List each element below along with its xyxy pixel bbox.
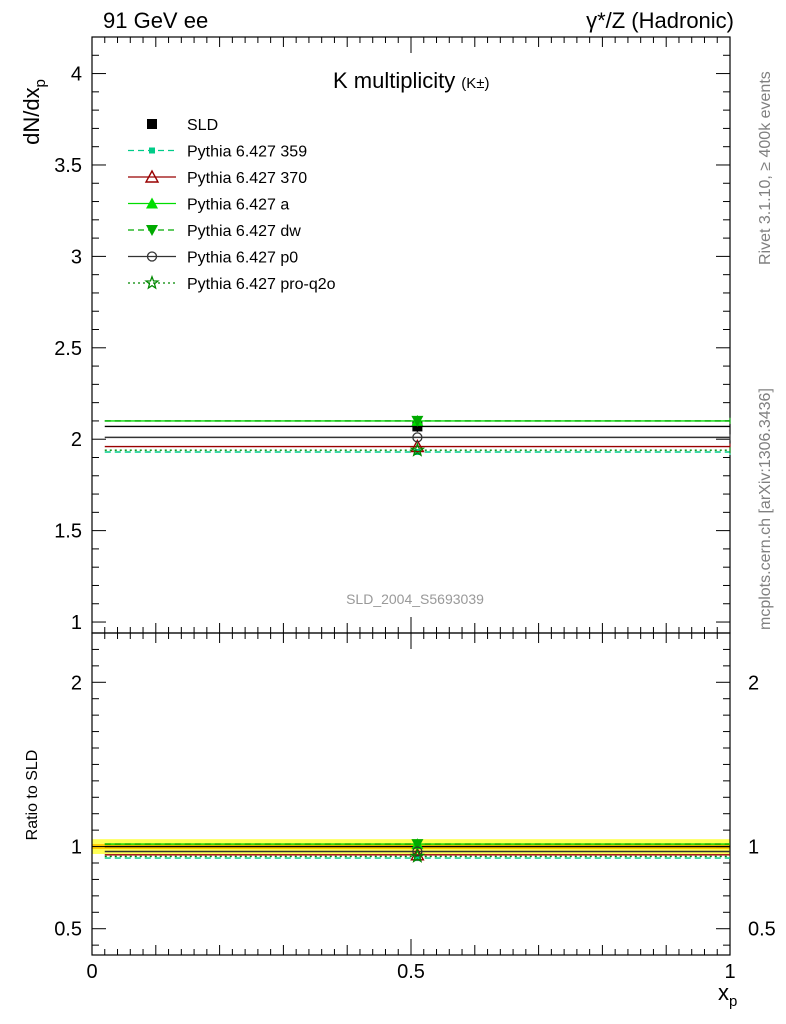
legend-label: Pythia 6.427 359 — [187, 144, 307, 161]
ratio-y-tick-label-right: 1 — [748, 837, 759, 859]
x-tick-label: 0.5 — [397, 961, 425, 983]
legend-label: Pythia 6.427 p0 — [187, 250, 298, 267]
main-y-tick-label: 1.5 — [54, 521, 82, 543]
main-y-tick-label: 4 — [71, 64, 82, 86]
x-ticks: 0 0.5 1 — [86, 37, 736, 983]
series-marker — [410, 439, 425, 453]
x-axis-title: xp — [718, 980, 737, 1010]
legend-item-a: Pythia 6.427 a — [128, 197, 289, 214]
legend-label: Pythia 6.427 370 — [187, 170, 307, 187]
series-p0 — [104, 432, 731, 443]
ratio-marker — [412, 846, 423, 857]
ratio-series-pro-q2o — [104, 848, 730, 863]
main-y-ticks: 1 1.5 2 2.5 3 3.5 4 — [54, 54, 730, 634]
legend-item-data: SLD — [147, 117, 218, 134]
ratio-marker — [411, 839, 424, 851]
ratio-y-tick-label: 1 — [71, 837, 82, 859]
legend-marker — [144, 169, 160, 183]
ratio-series-dw — [104, 839, 730, 851]
legend-item-359: Pythia 6.427 359 — [128, 144, 307, 161]
ratio-plot-frame — [91, 632, 731, 956]
legend-marker — [144, 274, 160, 290]
legend-marker — [146, 197, 158, 209]
legend-label: SLD — [187, 117, 218, 134]
header-process-label: 91 GeV ee — [103, 8, 209, 33]
main-y-tick-label: 3.5 — [54, 155, 82, 177]
ratio-y-ticks: 0.5 0.5 1 1 2 2 — [54, 648, 776, 946]
legend: SLD Pythia 6.427 359 Pythia 6.427 370 Pythi… — [128, 117, 336, 293]
series-marker — [409, 442, 426, 457]
ratio-y-axis-title: Ratio to SLD — [24, 750, 41, 841]
legend-marker — [146, 225, 158, 236]
ratio-y-tick-label-right: 2 — [748, 672, 759, 694]
main-y-tick-label: 2.5 — [54, 338, 82, 360]
legend-marker — [149, 147, 155, 154]
legend-label: Pythia 6.427 dw — [187, 223, 301, 240]
ratio-y-tick-label-right: 0.5 — [748, 919, 776, 941]
ratio-y-tick-label: 0.5 — [54, 919, 82, 941]
legend-marker — [146, 251, 158, 262]
ratio-marker — [414, 855, 421, 862]
legend-item-370: Pythia 6.427 370 — [128, 169, 307, 187]
legend-label: Pythia 6.427 a — [187, 197, 289, 214]
chart-title: K multiplicity (K±) — [333, 68, 489, 93]
main-y-tick-label: 2 — [71, 429, 82, 451]
main-y-axis-title: dN/dxp — [19, 79, 49, 145]
series-marker — [412, 432, 423, 443]
legend-label: Pythia 6.427 pro-q2o — [187, 276, 336, 293]
series-dw — [104, 415, 731, 427]
main-y-tick-label: 1 — [71, 612, 82, 634]
legend-marker — [147, 119, 157, 129]
header-channel-label: γ*/Z (Hadronic) — [586, 8, 734, 33]
ratio-series-359 — [104, 855, 730, 862]
legend-item-dw: Pythia 6.427 dw — [128, 223, 301, 240]
series-pro-q2o — [104, 442, 731, 457]
ratio-marker — [409, 848, 426, 863]
series-marker — [411, 415, 424, 427]
x-tick-label: 0 — [86, 961, 97, 983]
x-tick-label: 1 — [724, 961, 735, 983]
legend-item-pro-q2o: Pythia 6.427 pro-q2o — [128, 274, 336, 293]
legend-item-p0: Pythia 6.427 p0 — [128, 250, 298, 267]
analysis-id-label: SLD_2004_S5693039 — [346, 591, 484, 607]
main-y-tick-label: 3 — [71, 246, 82, 268]
ratio-y-tick-label: 2 — [71, 672, 82, 694]
